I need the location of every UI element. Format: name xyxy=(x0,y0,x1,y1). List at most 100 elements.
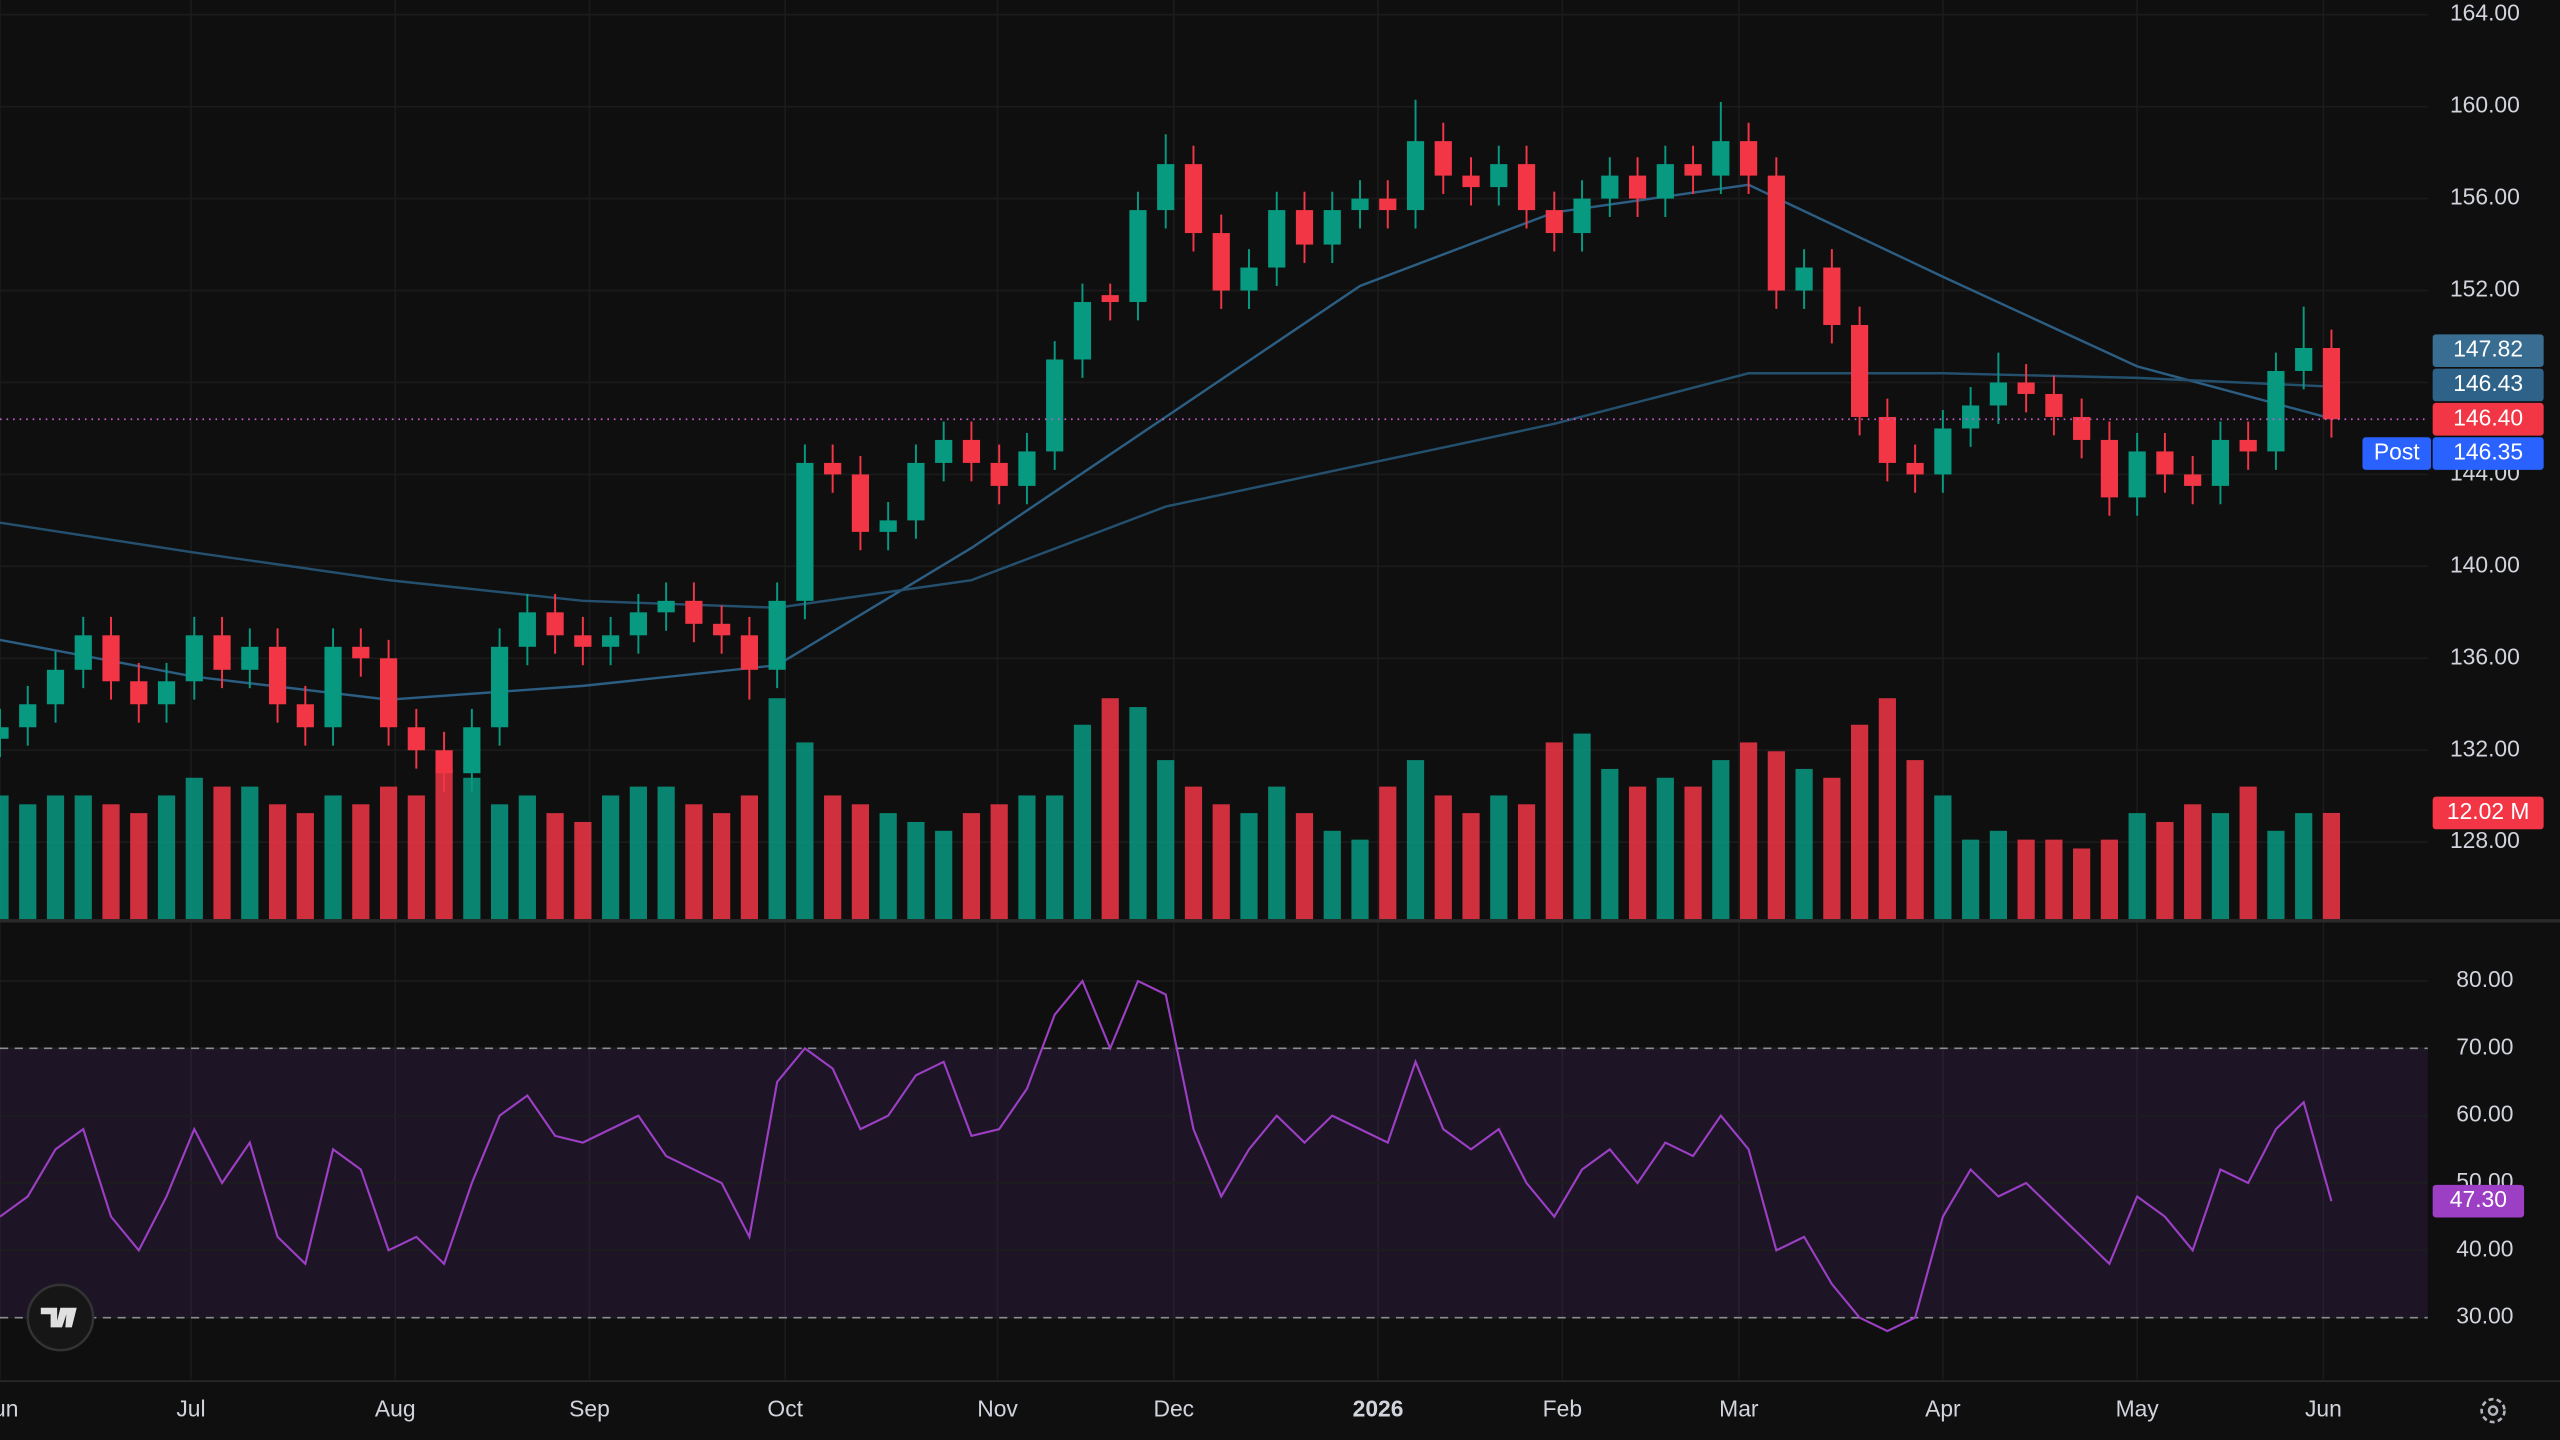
volume-bar xyxy=(2100,839,2119,920)
x-tick-label: Feb xyxy=(1543,1396,1582,1422)
volume-bar xyxy=(1406,760,1425,920)
volume-bar xyxy=(241,786,259,920)
candle-body xyxy=(1379,198,1397,211)
volume-bar xyxy=(2295,813,2313,920)
candle-body xyxy=(879,520,897,532)
volume-bar xyxy=(1462,813,1480,920)
volume-bar xyxy=(1989,830,2007,920)
candle-body xyxy=(2211,439,2230,486)
x-tick-label: Nov xyxy=(977,1396,1018,1422)
settings-button[interactable] xyxy=(2480,1397,2506,1424)
rsi-tick-label: 70.00 xyxy=(2456,1033,2513,1059)
y-tick-label: 132.00 xyxy=(2450,735,2520,761)
candle-body xyxy=(1545,210,1563,234)
candle-body xyxy=(990,462,1008,486)
candle-body xyxy=(19,704,37,728)
volume-bar xyxy=(546,813,564,920)
candle-body xyxy=(1989,382,2007,406)
volume-bar xyxy=(1295,813,1314,920)
x-tick-label: Oct xyxy=(767,1396,803,1422)
x-tick-label: Jun xyxy=(0,1396,18,1422)
volume-bar xyxy=(935,830,953,920)
candle-body xyxy=(2128,451,2146,498)
y-tick-label: 164.00 xyxy=(2450,0,2520,26)
volume-bar xyxy=(352,804,370,920)
candle-body xyxy=(713,623,731,636)
candle-body xyxy=(518,612,536,647)
candle-body xyxy=(324,646,342,728)
x-tick-label: Jul xyxy=(176,1396,205,1422)
volume-bar xyxy=(685,804,703,920)
candle-body xyxy=(1323,210,1341,245)
candle-body xyxy=(1934,428,1952,475)
volume-bar xyxy=(1545,742,1563,920)
candle-body xyxy=(1684,164,1702,176)
volume-bar xyxy=(2322,812,2341,920)
y-tick-label: 136.00 xyxy=(2450,643,2520,669)
candle-body xyxy=(824,462,842,475)
candle-body xyxy=(740,635,758,670)
logo[interactable] xyxy=(26,1283,95,1352)
candle-body xyxy=(130,681,148,705)
volume-bar xyxy=(768,698,786,920)
volume-bar xyxy=(907,821,925,920)
candle-body xyxy=(574,635,592,647)
volume-bar xyxy=(518,795,536,920)
volume-bar xyxy=(1323,830,1341,920)
candle-body xyxy=(1962,405,1980,429)
candle-body xyxy=(1601,175,1619,199)
candle-body xyxy=(1268,210,1286,268)
volume-bar xyxy=(1379,786,1397,920)
volume-bar xyxy=(1129,707,1147,920)
candle-body xyxy=(796,462,814,601)
candle-body xyxy=(1823,267,1841,326)
volume-bar xyxy=(379,786,398,920)
candle-body xyxy=(2073,416,2091,440)
volume-bar xyxy=(1046,795,1064,920)
volume-bar xyxy=(74,795,92,920)
volume-bar xyxy=(2017,839,2035,920)
volume-bar xyxy=(629,786,647,920)
candle-body xyxy=(1018,451,1036,486)
x-tick-label: Aug xyxy=(375,1396,416,1422)
volume-bar xyxy=(2267,830,2285,920)
candle-body xyxy=(1517,164,1536,211)
volume-bar xyxy=(713,813,731,920)
volume-bar xyxy=(1628,786,1647,920)
y-tick-label: 140.00 xyxy=(2450,551,2520,577)
candle-body xyxy=(1184,164,1203,234)
rsi-tick-label: 80.00 xyxy=(2456,966,2513,992)
candle-body xyxy=(2184,474,2202,486)
volume-bar xyxy=(2211,813,2230,920)
price-label-box xyxy=(2432,437,2544,470)
candle-body xyxy=(490,646,509,728)
candle-body xyxy=(1906,462,1924,475)
candle-body xyxy=(463,727,481,774)
rsi-label-box xyxy=(2432,1184,2525,1218)
candle-body xyxy=(768,600,786,670)
session-label-box xyxy=(2362,437,2432,470)
rsi-tick-label: 60.00 xyxy=(2456,1101,2513,1127)
candle-body xyxy=(1656,164,1674,199)
price-label-box xyxy=(2432,368,2544,402)
candle-body xyxy=(2045,393,2063,417)
candle-body xyxy=(1628,175,1647,199)
session-label: Post xyxy=(2374,439,2420,465)
volume-bar xyxy=(1739,742,1758,920)
volume-bar xyxy=(463,777,481,920)
candle-body xyxy=(2322,347,2341,420)
volume-bar xyxy=(1684,786,1702,920)
candle-body xyxy=(935,439,953,463)
volume-bar xyxy=(1184,786,1203,920)
candle-body xyxy=(1767,175,1785,291)
volume-bar xyxy=(19,804,37,920)
volume-bar xyxy=(324,795,342,920)
y-tick-label: 156.00 xyxy=(2450,184,2520,210)
x-tick-label: May xyxy=(2116,1396,2160,1422)
volume-bar xyxy=(46,795,65,920)
volume-bar xyxy=(2184,804,2202,920)
volume-bar xyxy=(1906,760,1924,920)
candle-body xyxy=(546,612,564,636)
